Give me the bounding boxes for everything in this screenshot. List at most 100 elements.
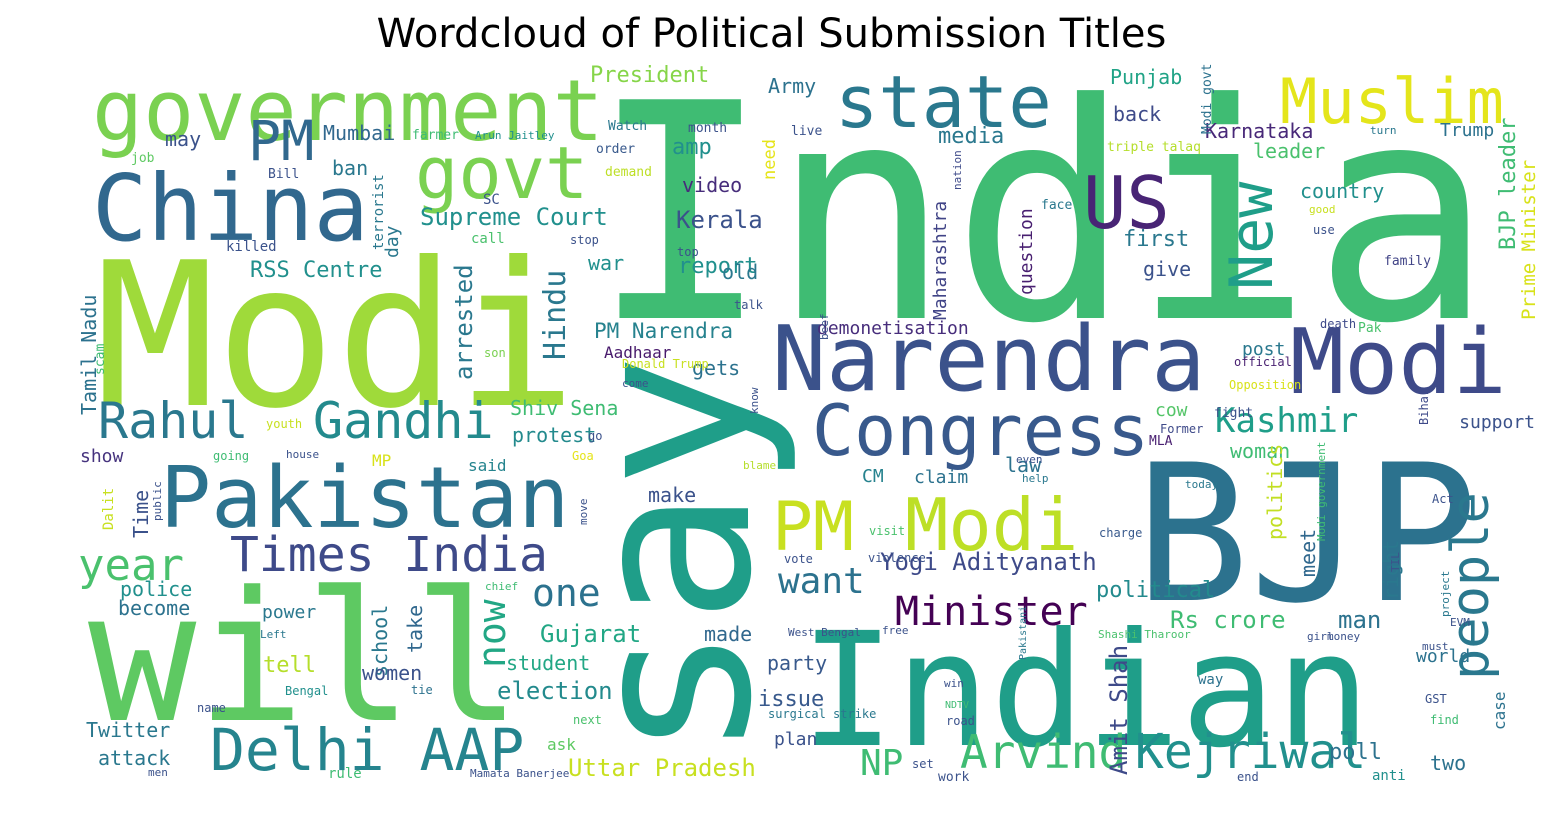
word-174: Left: [260, 628, 287, 641]
word-130: Bill: [268, 167, 299, 182]
word-93: gets: [692, 356, 740, 380]
word-95: cow: [1155, 400, 1188, 421]
word-29: Minister: [895, 589, 1088, 635]
word-65: back: [1113, 102, 1161, 126]
word-176: Bengal: [285, 684, 328, 698]
word-125: order: [596, 142, 635, 157]
word-92: plan: [774, 729, 817, 750]
word-4: BJP: [1135, 424, 1478, 645]
word-7: government: [92, 62, 604, 161]
word-129: job: [131, 151, 155, 166]
word-151: project: [1439, 571, 1452, 617]
word-128: top: [677, 245, 699, 259]
word-14: govt: [415, 131, 588, 215]
word-141: death: [1320, 317, 1356, 331]
word-27: year: [78, 540, 184, 591]
word-82: take: [403, 605, 427, 653]
word-184: set: [912, 757, 934, 771]
word-19: Times India: [230, 527, 548, 583]
word-187: Pakistani: [1018, 606, 1029, 660]
word-139: family: [1384, 254, 1431, 269]
word-177: tie: [411, 683, 433, 697]
word-73: old: [722, 260, 758, 284]
word-120: scam: [93, 344, 108, 375]
word-152: MLA: [1149, 434, 1173, 449]
word-32: NP: [860, 743, 903, 784]
word-10: Modi: [1290, 310, 1507, 415]
word-89: made: [704, 622, 752, 646]
word-20: Rahul: [98, 392, 249, 450]
word-80: power: [262, 602, 316, 623]
word-188: Shashi Tharoor: [1098, 628, 1191, 641]
word-199: end: [1237, 770, 1259, 784]
word-98: claim: [914, 467, 968, 488]
word-150: Act: [1432, 492, 1454, 506]
word-48: President: [590, 63, 709, 88]
word-77: Time: [129, 490, 153, 538]
word-47: Karnataka: [1205, 119, 1313, 143]
word-76: show: [80, 446, 124, 467]
word-189: girl: [1307, 630, 1334, 643]
word-155: vote: [784, 552, 813, 566]
word-182: surgical strike: [768, 707, 876, 721]
word-122: Arun Jaitley: [475, 129, 555, 142]
word-61: question: [1016, 208, 1037, 295]
word-8: China: [92, 155, 369, 262]
word-171: going: [213, 449, 249, 463]
word-126: demand: [605, 165, 652, 180]
word-115: need: [760, 139, 780, 180]
word-145: Bihar: [1417, 389, 1431, 425]
word-56: Tamil Nadu: [77, 295, 101, 415]
word-34: Kashmir: [1215, 401, 1358, 441]
word-175: name: [197, 701, 226, 715]
word-161: talk: [734, 298, 764, 312]
word-190: money: [1327, 630, 1360, 643]
word-113: Dalit: [101, 488, 117, 530]
word-86: Twitter: [86, 718, 170, 742]
word-131: live: [791, 124, 822, 139]
word-85: tell: [263, 653, 316, 678]
word-50: amp: [672, 135, 712, 160]
word-173: public: [151, 481, 164, 521]
word-24: Kejriwal: [1135, 724, 1366, 780]
word-121: farmer: [412, 128, 459, 143]
word-9: Narendra: [772, 307, 1205, 412]
word-54: report: [678, 254, 757, 279]
word-79: become: [118, 596, 190, 620]
word-119: killed: [226, 239, 277, 255]
word-181: Mamata Banerjee: [470, 767, 569, 780]
word-74: Shiv Sena: [510, 396, 618, 420]
word-45: Supreme Court: [420, 203, 608, 231]
word-83: women: [362, 661, 422, 685]
word-23: New: [1217, 181, 1287, 290]
word-195: road: [946, 714, 975, 728]
word-170: house: [286, 448, 319, 461]
word-198: find: [1430, 713, 1459, 727]
word-70: ban: [332, 156, 368, 180]
word-37: Uttar Pradesh: [568, 754, 756, 782]
word-21: Gandhi: [313, 392, 494, 450]
word-44: Prime Minister: [1518, 160, 1540, 320]
word-107: two: [1430, 751, 1466, 775]
word-143: Opposition: [1229, 378, 1301, 392]
word-138: use: [1313, 223, 1335, 237]
word-33: now: [470, 599, 514, 668]
word-40: Rs crore: [1170, 606, 1286, 634]
word-12: Muslim: [1280, 65, 1504, 138]
word-60: Maharashtra: [930, 201, 951, 320]
word-46: Punjab: [1110, 65, 1182, 89]
word-99: make: [648, 483, 696, 507]
word-104: support: [1459, 412, 1535, 433]
word-153: charge: [1099, 526, 1142, 540]
word-136: face: [1041, 198, 1072, 213]
word-58: PM Narendra: [594, 319, 733, 343]
word-36: Yogi Adityanath: [880, 548, 1097, 576]
word-71: day: [382, 225, 403, 258]
word-172: youth: [266, 417, 302, 431]
word-179: men: [148, 766, 168, 779]
word-162: Donald Trump: [622, 357, 709, 371]
word-163: come: [622, 377, 649, 390]
word-26: people: [1441, 492, 1501, 680]
word-13: state: [835, 60, 1052, 144]
